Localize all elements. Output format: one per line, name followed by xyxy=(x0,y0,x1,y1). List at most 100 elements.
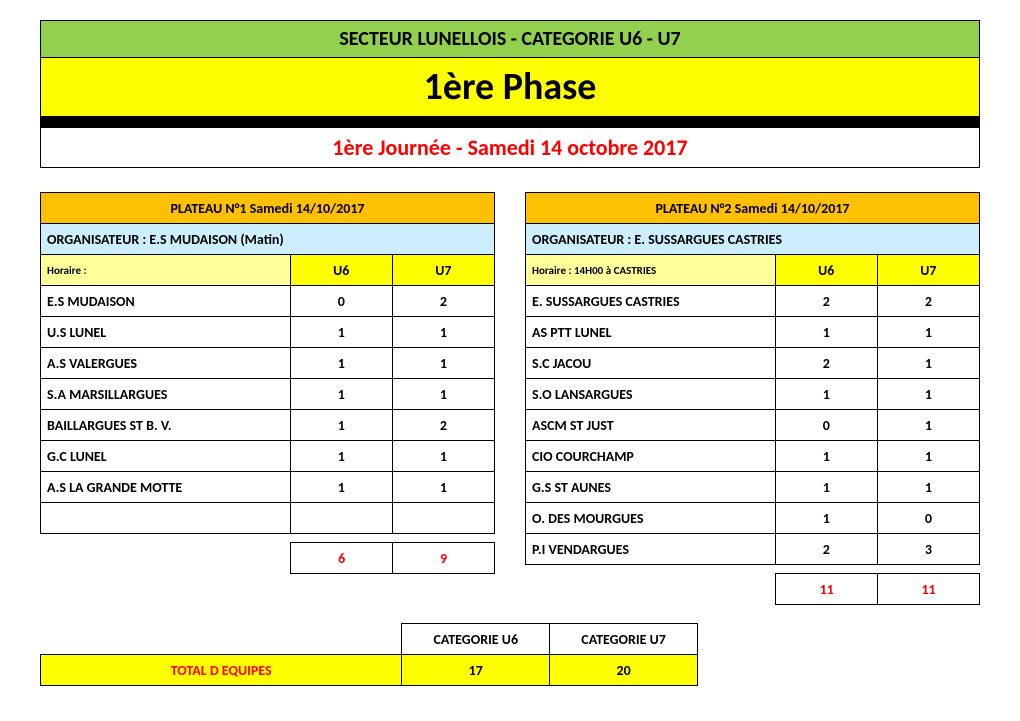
u6-count: 2 xyxy=(775,534,877,565)
plateau-1-subtotal: 6 9 xyxy=(40,542,495,574)
header-journee: 1ère Journée - Samedi 14 octobre 2017 xyxy=(41,128,979,167)
u6-count: 1 xyxy=(290,441,392,472)
plateau-1-horaire: Horaire : xyxy=(41,255,291,286)
u7-count: 1 xyxy=(392,317,494,348)
u6-count xyxy=(290,503,392,534)
table-row: S.C JACOU21 xyxy=(526,348,980,379)
team-name: ASCM ST JUST xyxy=(526,410,776,441)
table-row: E. SUSSARGUES CASTRIES22 xyxy=(526,286,980,317)
table-row: ASCM ST JUST01 xyxy=(526,410,980,441)
totals-col-u7: CATEGORIE U7 xyxy=(550,624,698,655)
team-name: S.C JACOU xyxy=(526,348,776,379)
table-row: G.S ST AUNES11 xyxy=(526,472,980,503)
plateau-1-table: PLATEAU N°1 Samedi 14/10/2017 ORGANISATE… xyxy=(40,192,495,534)
u7-count: 1 xyxy=(877,472,979,503)
u6-count: 1 xyxy=(290,410,392,441)
plateau-1-title: PLATEAU N°1 Samedi 14/10/2017 xyxy=(41,193,495,224)
plateau-2-organisateur: ORGANISATEUR : E. SUSSARGUES CASTRIES xyxy=(526,224,980,255)
team-name: BAILLARGUES ST B. V. xyxy=(41,410,291,441)
u7-count: 1 xyxy=(392,348,494,379)
totals-u6: 17 xyxy=(402,655,550,686)
plateau-2-subtotal-u7: 11 xyxy=(878,574,980,605)
plateaus-container: PLATEAU N°1 Samedi 14/10/2017 ORGANISATE… xyxy=(40,192,980,605)
plateau-1-organisateur: ORGANISATEUR : E.S MUDAISON (Matin) xyxy=(41,224,495,255)
plateau-1-subtotal-u6: 6 xyxy=(291,543,393,574)
plateau-2-title: PLATEAU N°2 Samedi 14/10/2017 xyxy=(526,193,980,224)
u6-count: 1 xyxy=(290,348,392,379)
u6-count: 1 xyxy=(775,503,877,534)
u7-count: 1 xyxy=(877,317,979,348)
u7-count: 3 xyxy=(877,534,979,565)
u7-count: 2 xyxy=(392,410,494,441)
team-name: P.I VENDARGUES xyxy=(526,534,776,565)
totals-label: TOTAL D EQUIPES xyxy=(41,655,402,686)
table-row: A.S LA GRANDE MOTTE11 xyxy=(41,472,495,503)
u6-count: 1 xyxy=(290,379,392,410)
plateau-2-rows: E. SUSSARGUES CASTRIES22AS PTT LUNEL11S.… xyxy=(526,286,980,565)
plateau-2-subtotal-u6: 11 xyxy=(776,574,878,605)
table-row: A.S VALERGUES11 xyxy=(41,348,495,379)
plateau-1-subtotal-u7: 9 xyxy=(393,543,495,574)
u6-count: 1 xyxy=(290,472,392,503)
u6-count: 1 xyxy=(290,317,392,348)
team-name: A.S VALERGUES xyxy=(41,348,291,379)
team-name: AS PTT LUNEL xyxy=(526,317,776,348)
plateau-2-table: PLATEAU N°2 Samedi 14/10/2017 ORGANISATE… xyxy=(525,192,980,565)
u6-count: 2 xyxy=(775,348,877,379)
u6-count: 2 xyxy=(775,286,877,317)
plateau-2-col-u6: U6 xyxy=(775,255,877,286)
u7-count: 1 xyxy=(392,379,494,410)
table-row: G.C LUNEL11 xyxy=(41,441,495,472)
u6-count: 0 xyxy=(290,286,392,317)
u7-count: 2 xyxy=(392,286,494,317)
plateau-1-rows: E.S MUDAISON02U.S LUNEL11A.S VALERGUES11… xyxy=(41,286,495,534)
team-name: G.C LUNEL xyxy=(41,441,291,472)
u6-count: 0 xyxy=(775,410,877,441)
u6-count: 1 xyxy=(775,472,877,503)
u6-count: 1 xyxy=(775,379,877,410)
u6-count: 1 xyxy=(775,317,877,348)
table-row: S.O LANSARGUES11 xyxy=(526,379,980,410)
u7-count: 1 xyxy=(392,472,494,503)
table-row xyxy=(41,503,495,534)
table-row: E.S MUDAISON02 xyxy=(41,286,495,317)
table-row: BAILLARGUES ST B. V.12 xyxy=(41,410,495,441)
u7-count xyxy=(392,503,494,534)
u6-count: 1 xyxy=(775,441,877,472)
team-name: S.A MARSILLARGUES xyxy=(41,379,291,410)
u7-count: 1 xyxy=(877,410,979,441)
plateau-1-col-u7: U7 xyxy=(392,255,494,286)
u7-count: 2 xyxy=(877,286,979,317)
team-name: E. SUSSARGUES CASTRIES xyxy=(526,286,776,317)
plateau-1: PLATEAU N°1 Samedi 14/10/2017 ORGANISATE… xyxy=(40,192,495,574)
totals-col-u6: CATEGORIE U6 xyxy=(402,624,550,655)
totals-block: CATEGORIE U6 CATEGORIE U7 TOTAL D EQUIPE… xyxy=(40,623,980,686)
team-name: A.S LA GRANDE MOTTE xyxy=(41,472,291,503)
plateau-1-col-u6: U6 xyxy=(290,255,392,286)
table-row: P.I VENDARGUES23 xyxy=(526,534,980,565)
u7-count: 1 xyxy=(877,441,979,472)
u7-count: 1 xyxy=(392,441,494,472)
totals-u7: 20 xyxy=(550,655,698,686)
header-phase: 1ère Phase xyxy=(41,58,979,117)
team-name: S.O LANSARGUES xyxy=(526,379,776,410)
header-divider xyxy=(41,117,979,128)
header-sector: SECTEUR LUNELLOIS - CATEGORIE U6 - U7 xyxy=(41,21,979,58)
plateau-2-col-u7: U7 xyxy=(877,255,979,286)
u7-count: 1 xyxy=(877,379,979,410)
table-row: S.A MARSILLARGUES11 xyxy=(41,379,495,410)
team-name xyxy=(41,503,291,534)
table-row: CIO COURCHAMP11 xyxy=(526,441,980,472)
team-name: CIO COURCHAMP xyxy=(526,441,776,472)
table-row: U.S LUNEL11 xyxy=(41,317,495,348)
plateau-2-horaire: Horaire : 14H00 à CASTRIES xyxy=(526,255,776,286)
team-name: G.S ST AUNES xyxy=(526,472,776,503)
u7-count: 1 xyxy=(877,348,979,379)
team-name: U.S LUNEL xyxy=(41,317,291,348)
plateau-2: PLATEAU N°2 Samedi 14/10/2017 ORGANISATE… xyxy=(525,192,980,605)
plateau-2-subtotal: 11 11 xyxy=(525,573,980,605)
table-row: AS PTT LUNEL11 xyxy=(526,317,980,348)
table-row: O. DES MOURGUES10 xyxy=(526,503,980,534)
team-name: O. DES MOURGUES xyxy=(526,503,776,534)
team-name: E.S MUDAISON xyxy=(41,286,291,317)
